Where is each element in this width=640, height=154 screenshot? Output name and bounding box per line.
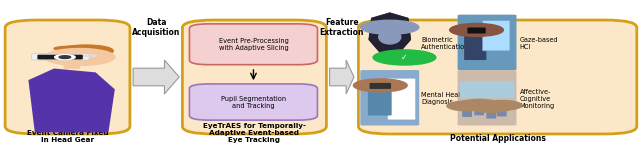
FancyBboxPatch shape: [5, 20, 130, 134]
Polygon shape: [28, 69, 115, 132]
Text: Data
Acquisition: Data Acquisition: [132, 18, 180, 37]
FancyBboxPatch shape: [460, 81, 515, 98]
FancyBboxPatch shape: [464, 34, 486, 60]
FancyBboxPatch shape: [486, 108, 496, 119]
Circle shape: [450, 23, 504, 36]
Circle shape: [41, 55, 54, 58]
Circle shape: [54, 55, 75, 60]
FancyBboxPatch shape: [388, 79, 415, 120]
Circle shape: [353, 79, 407, 92]
Text: Event Pre-Processing
with Adaptive Slicing: Event Pre-Processing with Adaptive Slici…: [218, 38, 289, 51]
FancyBboxPatch shape: [189, 24, 317, 65]
FancyBboxPatch shape: [182, 20, 326, 134]
Text: Biometric
Authentication: Biometric Authentication: [421, 37, 469, 50]
Circle shape: [447, 101, 487, 111]
FancyBboxPatch shape: [358, 20, 637, 134]
Text: Affective-
Cognitive
Monitoring: Affective- Cognitive Monitoring: [520, 89, 555, 109]
FancyBboxPatch shape: [37, 55, 83, 59]
FancyBboxPatch shape: [483, 20, 510, 51]
FancyBboxPatch shape: [497, 106, 507, 116]
Ellipse shape: [379, 30, 401, 44]
FancyBboxPatch shape: [78, 55, 97, 57]
FancyBboxPatch shape: [189, 84, 317, 120]
Text: Mental Health
Diagnosis: Mental Health Diagnosis: [421, 92, 467, 105]
Text: Feature
Extraction: Feature Extraction: [319, 18, 364, 37]
FancyBboxPatch shape: [31, 54, 89, 60]
Text: Gaze-based
HCI: Gaze-based HCI: [520, 37, 558, 50]
Circle shape: [471, 103, 511, 112]
Circle shape: [459, 99, 499, 109]
FancyBboxPatch shape: [467, 27, 486, 34]
Circle shape: [481, 100, 522, 110]
Circle shape: [373, 50, 436, 65]
Text: Pupil Segmentation
and Tracking: Pupil Segmentation and Tracking: [221, 95, 286, 109]
Circle shape: [361, 20, 419, 34]
Circle shape: [44, 49, 115, 65]
FancyBboxPatch shape: [360, 70, 419, 126]
FancyBboxPatch shape: [369, 83, 391, 89]
FancyBboxPatch shape: [458, 15, 516, 70]
Ellipse shape: [59, 45, 113, 57]
Ellipse shape: [54, 46, 92, 51]
FancyBboxPatch shape: [63, 61, 80, 69]
Polygon shape: [369, 13, 411, 64]
Text: Potential Applications: Potential Applications: [450, 134, 545, 143]
Text: ✓: ✓: [401, 53, 408, 62]
Circle shape: [59, 56, 70, 59]
Text: Event Camera Fixed
in Head Gear: Event Camera Fixed in Head Gear: [27, 130, 108, 143]
FancyBboxPatch shape: [368, 90, 392, 116]
FancyBboxPatch shape: [458, 70, 516, 126]
FancyBboxPatch shape: [462, 106, 472, 117]
Polygon shape: [133, 60, 179, 94]
Text: EyeTrAES for Temporally-
Adaptive Event-based
Eye Tracking: EyeTrAES for Temporally- Adaptive Event-…: [203, 123, 306, 143]
Polygon shape: [330, 60, 354, 94]
FancyBboxPatch shape: [474, 104, 484, 115]
